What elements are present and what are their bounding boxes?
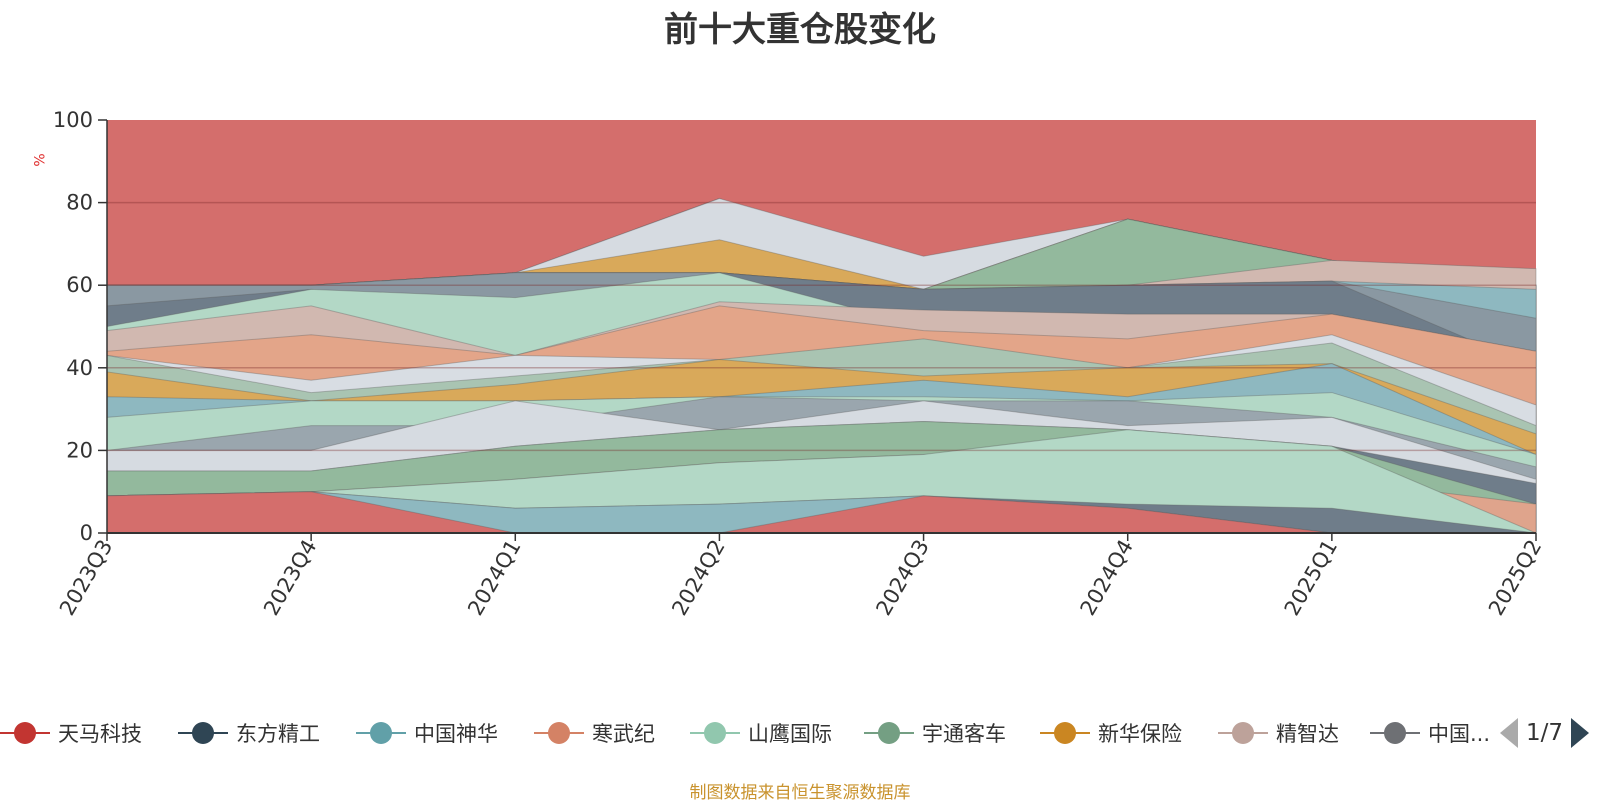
legend-label: 寒武纪 — [592, 722, 655, 746]
chart-title: 前十大重仓股变化 — [664, 10, 936, 50]
legend-marker-icon — [0, 713, 50, 753]
area-layers — [106, 120, 1537, 534]
x-tick-label: 2024Q1 — [463, 536, 525, 620]
y-tick-label: 40 — [66, 356, 93, 380]
legend-label: 中国神华 — [414, 722, 498, 746]
legend-marker-icon — [690, 713, 740, 753]
legend-marker-icon — [1040, 713, 1090, 753]
legend-marker-icon — [356, 713, 406, 753]
y-tick-label: 0 — [80, 521, 93, 545]
legend-item[interactable]: 东方精工 — [178, 713, 320, 753]
legend-item[interactable]: 寒武纪 — [534, 713, 655, 753]
legend-label: 中国... — [1428, 722, 1491, 746]
grid-lines — [107, 201, 1536, 452]
legend-label: 精智达 — [1276, 722, 1339, 746]
axes — [106, 120, 1536, 534]
legend-marker-icon — [864, 713, 914, 753]
x-tick-label: 2024Q4 — [1076, 536, 1138, 620]
legend-item[interactable]: 山鹰国际 — [690, 713, 832, 753]
y-tick-label: 60 — [66, 273, 93, 297]
legend-item[interactable]: 天马科技 — [0, 713, 142, 753]
legend-marker-icon — [178, 713, 228, 753]
legend-label: 天马科技 — [58, 722, 142, 746]
data-source-note: 制图数据来自恒生聚源数据库 — [689, 783, 911, 803]
y-tick-label: 80 — [66, 191, 93, 215]
prev-page-icon[interactable] — [1500, 718, 1518, 748]
x-tick-label: 2023Q4 — [259, 536, 321, 620]
legend-page-indicator: 1/7 — [1526, 720, 1564, 746]
legend-label: 新华保险 — [1098, 722, 1182, 746]
x-tick-label: 2025Q1 — [1280, 536, 1342, 620]
legend-marker-icon — [1218, 713, 1268, 753]
y-tick-labels: 0 20 40 60 80 100 — [53, 108, 107, 545]
legend-item[interactable]: 中国... — [1370, 713, 1490, 753]
legend-label: 山鹰国际 — [748, 722, 832, 746]
legend-marker-icon — [1370, 713, 1420, 753]
x-tick-label: 2025Q2 — [1484, 536, 1546, 620]
legend-item[interactable]: 中国神华 — [356, 713, 498, 753]
x-tick-label: 2024Q2 — [667, 536, 729, 620]
legend-label: 宇通客车 — [922, 722, 1006, 746]
legend-item[interactable]: 新华保险 — [1040, 713, 1182, 753]
legend-item[interactable]: 精智达 — [1218, 713, 1339, 753]
y-tick-label: 20 — [66, 438, 93, 462]
legend-label: 东方精工 — [236, 722, 320, 746]
legend-marker-icon — [534, 713, 584, 753]
legend-pager: 1/7 — [1500, 713, 1590, 753]
next-page-icon[interactable] — [1571, 718, 1590, 748]
x-tick-label: 2023Q3 — [55, 536, 117, 620]
x-tick-label: 2024Q3 — [871, 536, 933, 620]
legend: 天马科技 东方精工 中国神华 寒武纪 山鹰国际 宇通客车 新华保险 精智达 中国... — [0, 713, 1600, 753]
x-tick-labels: 2023Q3 2023Q4 2024Q1 2024Q2 2024Q3 2024Q4 2025… — [55, 533, 1546, 620]
y-tick-label: 100 — [53, 108, 93, 132]
legend-item[interactable]: 宇通客车 — [864, 713, 1006, 753]
